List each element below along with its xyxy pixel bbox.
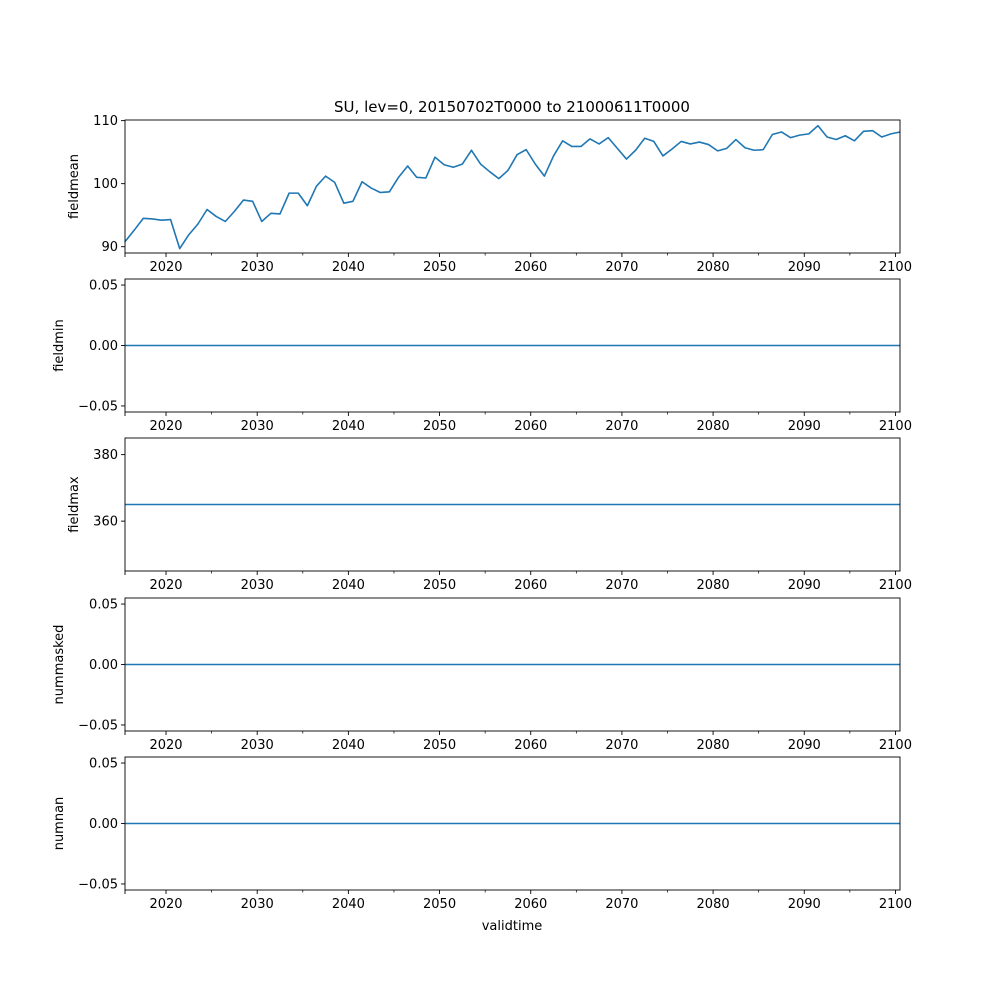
x-tick-label: 2060: [514, 578, 547, 593]
panel-fieldmean: 90 100 110 2020 2030 2040 2050 2060 2070 2080 2090…: [67, 114, 912, 275]
x-tick-label: 2030: [241, 738, 274, 753]
x-axis-label: validtime: [482, 919, 543, 934]
x-tick-label: 2090: [788, 260, 821, 275]
x-tick-label: 2040: [332, 578, 365, 593]
x-tick-label: 2040: [332, 419, 365, 434]
x-tick-label: 2070: [605, 578, 638, 593]
panel-fieldmax: 360 380 2020 2030 2040 2050 2060 2070 2080 2090 21…: [67, 437, 912, 593]
x-tick-label: 2100: [879, 738, 912, 753]
plot-frame: [124, 119, 901, 254]
y-axis-label: fieldmax: [67, 476, 82, 533]
x-tick-label: 2100: [879, 419, 912, 434]
x-tick-label: 2070: [605, 897, 638, 912]
y-tick-label: 0.00: [89, 817, 118, 832]
x-tick-label: 2050: [423, 897, 456, 912]
plot-frame: [124, 437, 901, 572]
panel-fieldmin: −0.05 0.00 0.05 2020 2030 2040 2050 2060 2070 208…: [52, 279, 912, 434]
x-tick-label: 2030: [241, 419, 274, 434]
x-tick-label: 2080: [697, 260, 730, 275]
x-tick-label: 2060: [514, 260, 547, 275]
y-axis-label: nummasked: [52, 625, 67, 705]
y-tick-label: −0.05: [78, 877, 118, 892]
x-tick-label: 2050: [423, 578, 456, 593]
x-tick-label: 2060: [514, 419, 547, 434]
series-line-fieldmean: [124, 124, 901, 250]
x-tick-label: 2090: [788, 578, 821, 593]
x-tick-label: 2070: [605, 260, 638, 275]
x-tick-label: 2020: [149, 897, 182, 912]
x-tick-label: 2080: [697, 738, 730, 753]
y-tick-label: 0.00: [89, 339, 118, 354]
x-tick-label: 2090: [788, 897, 821, 912]
y-tick-label: −0.05: [78, 718, 118, 733]
x-tick-label: 2060: [514, 897, 547, 912]
y-tick-label: 380: [93, 448, 118, 463]
x-tick-label: 2090: [788, 419, 821, 434]
x-tick-label: 2020: [149, 419, 182, 434]
y-tick-label: 0.05: [89, 757, 118, 772]
y-axis-label: numnan: [52, 797, 67, 851]
x-tick-label: 2090: [788, 738, 821, 753]
x-tick-label: 2040: [332, 897, 365, 912]
x-tick-label: 2030: [241, 897, 274, 912]
x-tick-label: 2100: [879, 578, 912, 593]
x-tick-label: 2050: [423, 419, 456, 434]
x-tick-label: 2060: [514, 738, 547, 753]
x-tick-label: 2030: [241, 260, 274, 275]
x-tick-label: 2080: [697, 578, 730, 593]
y-tick-label: −0.05: [78, 399, 118, 414]
y-tick-label: 0.05: [89, 279, 118, 294]
y-tick-label: 360: [93, 515, 118, 530]
x-tick-label: 2080: [697, 897, 730, 912]
x-tick-label: 2070: [605, 419, 638, 434]
y-axis-label: fieldmin: [52, 319, 67, 372]
x-tick-label: 2100: [879, 260, 912, 275]
x-tick-label: 2080: [697, 419, 730, 434]
x-tick-label: 2040: [332, 260, 365, 275]
x-tick-label: 2070: [605, 738, 638, 753]
x-tick-label: 2100: [879, 897, 912, 912]
panel-nummasked: −0.05 0.00 0.05 2020 2030 2040 2050 2060 2070 208…: [52, 598, 912, 753]
x-tick-label: 2020: [149, 260, 182, 275]
panel-numnan: −0.05 0.00 0.05 2020 2030 2040 2050 2060 2070 208…: [52, 757, 912, 912]
x-tick-label: 2030: [241, 578, 274, 593]
chart-title: SU, lev=0, 20150702T0000 to 21000611T000…: [334, 98, 690, 116]
x-tick-label: 2040: [332, 738, 365, 753]
panels: 90 100 110 2020 2030 2040 2050 2060 2070 2080 2090…: [52, 114, 912, 912]
x-tick-label: 2020: [149, 738, 182, 753]
y-tick-label: 90: [101, 240, 118, 255]
x-tick-label: 2050: [423, 260, 456, 275]
x-tick-label: 2050: [423, 738, 456, 753]
y-tick-label: 110: [93, 114, 118, 129]
y-tick-label: 100: [93, 177, 118, 192]
x-tick-label: 2020: [149, 578, 182, 593]
y-axis-label: fieldmean: [67, 154, 82, 219]
y-tick-label: 0.00: [89, 658, 118, 673]
y-tick-label: 0.05: [89, 598, 118, 613]
